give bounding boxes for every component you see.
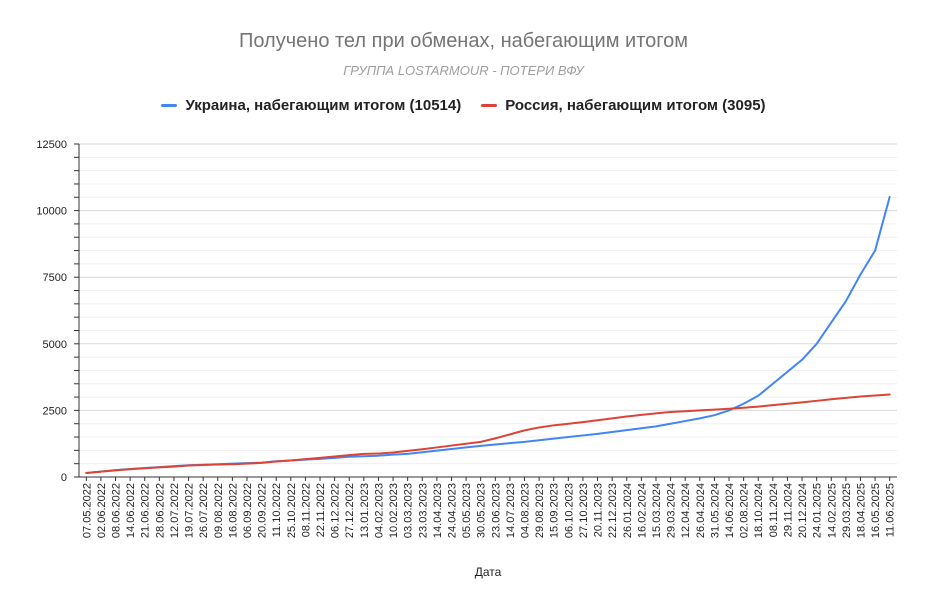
x-tick-label: 31.05.2024: [709, 483, 721, 538]
x-tick-label: 07.05.2022: [81, 483, 93, 538]
x-tick-label: 08.11.2022: [300, 483, 312, 537]
x-tick-label: 26.04.2024: [695, 483, 707, 538]
x-tick-label: 16.02.2024: [636, 483, 648, 538]
chart-title: Получено тел при обменах, набегающим ито…: [239, 30, 688, 52]
x-tick-label: 21.06.2022: [140, 483, 152, 538]
x-tick-label: 09.08.2022: [213, 483, 225, 538]
x-tick-label: 27.10.2023: [578, 483, 590, 538]
y-tick-label: 7500: [43, 272, 67, 284]
legend: Украина, набегающим итогом (10514) Росси…: [0, 97, 927, 114]
x-tick-label: 04.02.2023: [373, 483, 385, 538]
x-tick-label: 29.03.2024: [666, 483, 678, 538]
x-tick-label: 08.06.2022: [111, 483, 123, 538]
x-tick-label: 06.09.2022: [242, 483, 254, 538]
x-tick-label: 23.03.2023: [417, 483, 429, 538]
x-tick-label: 18.10.2024: [753, 483, 765, 538]
x-tick-label: 29.08.2023: [534, 483, 546, 538]
x-tick-label: 25.10.2022: [286, 483, 298, 538]
x-tick-label: 13.01.2023: [359, 483, 371, 538]
x-tick-label: 23.06.2023: [490, 483, 502, 538]
x-tick-label: 20.11.2023: [593, 483, 605, 537]
x-tick-label: 15.03.2024: [651, 483, 663, 538]
x-tick-label: 29.11.2024: [782, 483, 794, 537]
x-tick-label: 26.01.2024: [622, 483, 634, 538]
x-tick-label: 06.12.2022: [330, 483, 342, 538]
x-tick-label: 08.11.2024: [768, 483, 780, 537]
x-tick-label: 22.11.2022: [315, 483, 327, 537]
legend-item-ukraine[interactable]: Украина, набегающим итогом (10514): [161, 97, 461, 114]
y-tick-label: 5000: [43, 339, 67, 351]
series-line-russia: [85, 393, 891, 474]
x-tick-label: 10.02.2023: [388, 483, 400, 538]
y-tick-label: 2500: [43, 405, 67, 417]
x-tick-label: 16.05.2025: [870, 483, 882, 538]
x-tick-label: 20.09.2022: [257, 483, 269, 538]
x-tick-label: 04.08.2023: [520, 483, 532, 538]
x-tick-label: 22.12.2023: [607, 483, 619, 538]
series-line-ukraine: [85, 195, 891, 474]
x-tick-label: 26.07.2022: [198, 483, 210, 538]
legend-label-russia: Россия, набегающим итогом (3095): [505, 97, 766, 114]
y-tick-label: 12500: [36, 139, 67, 151]
legend-swatch-ukraine: [161, 104, 178, 107]
x-tick-label: 05.05.2023: [461, 483, 473, 538]
legend-label-ukraine: Украина, набегающим итогом (10514): [185, 97, 462, 114]
x-tick-label: 20.12.2024: [797, 483, 809, 538]
x-tick-label: 03.03.2023: [403, 483, 415, 538]
x-tick-label: 14.06.2024: [724, 483, 736, 538]
y-tick-label: 10000: [36, 206, 67, 218]
x-axis-title: Дата: [475, 565, 502, 579]
x-tick-label: 14.02.2025: [826, 483, 838, 538]
chart-subtitle: ГРУППА LOSTARMOUR - ПОТЕРИ ВФУ: [343, 63, 584, 78]
x-tick-label: 14.06.2022: [125, 483, 137, 538]
x-tick-label: 15.09.2023: [549, 483, 561, 538]
x-tick-label: 02.06.2022: [96, 483, 108, 538]
x-tick-label: 12.04.2024: [680, 483, 692, 538]
x-tick-label: 12.07.2022: [169, 483, 181, 538]
x-tick-label: 14.07.2023: [505, 483, 517, 538]
x-tick-label: 02.08.2024: [739, 483, 751, 538]
legend-swatch-russia: [481, 104, 498, 107]
legend-item-russia[interactable]: Россия, набегающим итогом (3095): [481, 97, 766, 114]
x-tick-label: 27.12.2022: [344, 483, 356, 538]
x-tick-label: 24.04.2023: [446, 483, 458, 538]
y-tick-label: 0: [61, 472, 67, 484]
x-tick-label: 30.05.2023: [476, 483, 488, 538]
x-tick-label: 11.06.2025: [885, 483, 897, 537]
x-tick-label: 24.01.2025: [812, 483, 824, 538]
x-tick-label: 06.10.2023: [563, 483, 575, 538]
x-tick-label: 11.10.2022: [271, 483, 283, 537]
x-tick-label: 16.08.2022: [227, 483, 239, 538]
x-tick-label: 18.04.2025: [855, 483, 867, 538]
x-tick-label: 19.07.2022: [184, 483, 196, 538]
x-tick-label: 14.04.2023: [432, 483, 444, 538]
x-tick-label: 29.03.2025: [841, 483, 853, 538]
x-tick-label: 28.06.2022: [154, 483, 166, 538]
